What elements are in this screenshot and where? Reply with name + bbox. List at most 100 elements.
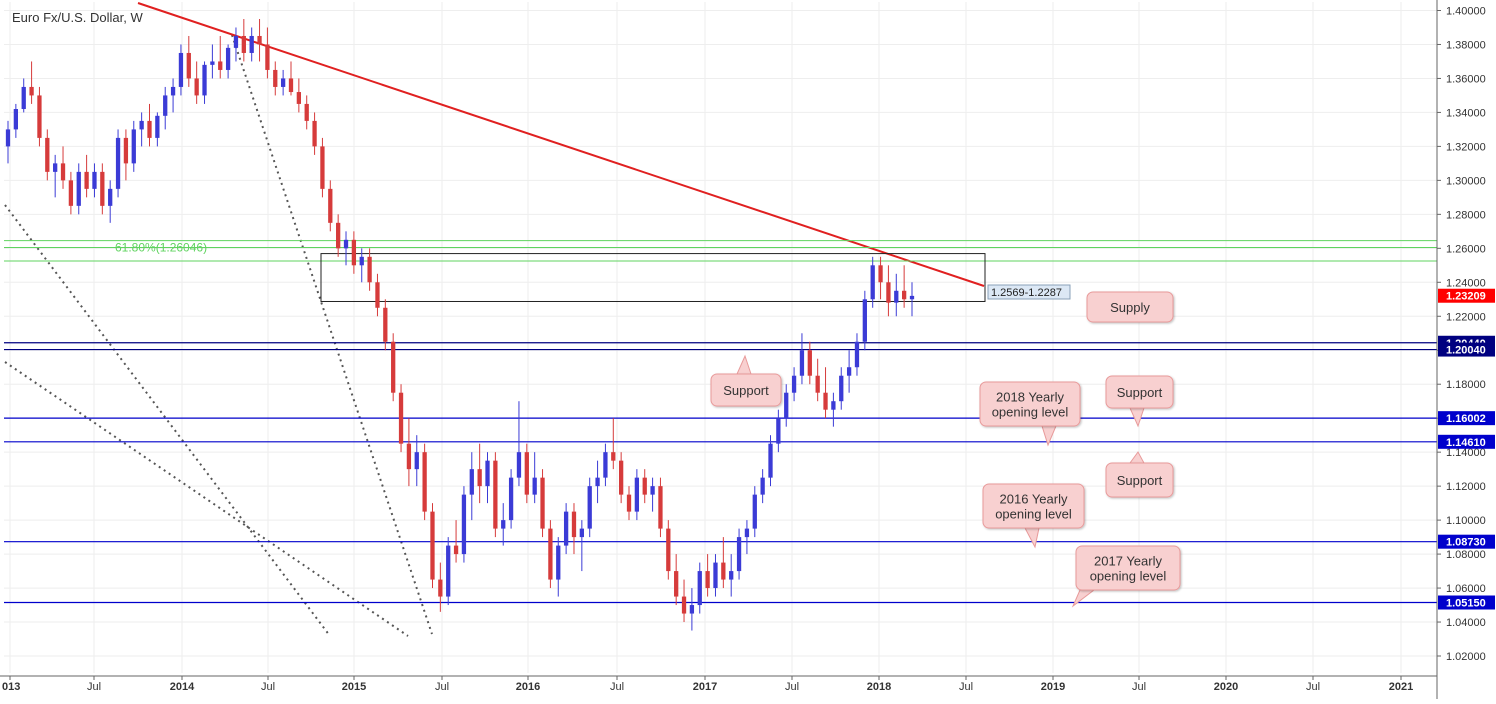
callout-bubble: 2016 Yearly opening level — [982, 483, 1085, 549]
candle-body — [343, 239, 349, 249]
candle-body — [68, 180, 74, 206]
candle-body — [280, 78, 286, 87]
candle-body — [100, 171, 105, 206]
candle-body — [784, 392, 789, 419]
time-axis-label: Jul — [610, 681, 624, 693]
price-axis-label: 1.32000 — [1446, 141, 1486, 153]
candle-body — [13, 109, 19, 130]
candle-body — [336, 222, 341, 249]
candle-body — [92, 171, 97, 189]
candle-body — [878, 265, 883, 283]
level-price-text: 1.08730 — [1446, 537, 1486, 549]
candle-body — [619, 460, 624, 495]
price-axis-label: 1.18000 — [1446, 379, 1486, 391]
callout-text-line: Support — [1117, 385, 1163, 400]
price-axis-label: 1.34000 — [1446, 107, 1486, 119]
callout-text: Supply — [1110, 300, 1150, 315]
time-axis-label: 2015 — [342, 681, 366, 693]
candle-body — [870, 265, 875, 300]
level-price-tag — [1438, 595, 1495, 610]
candle-body — [807, 350, 812, 376]
candle-body — [406, 443, 412, 470]
price-axis-label: 1.02000 — [1446, 651, 1486, 663]
candle-body — [186, 52, 191, 79]
candle-body — [854, 341, 860, 368]
candle-body — [84, 171, 89, 189]
candle-body — [681, 596, 687, 614]
candle-body — [304, 103, 309, 121]
time-axis-label: 2016 — [516, 681, 540, 693]
candle-body — [391, 341, 396, 393]
candle-body — [894, 290, 899, 303]
callout-bubble: Support — [1105, 451, 1174, 498]
supply-zone-box — [320, 253, 986, 302]
callout-text-line: opening level — [1090, 569, 1167, 584]
candle-body — [563, 511, 569, 546]
supply-zone-label: 1.2569-1.2287 — [991, 287, 1062, 299]
candle-body — [131, 129, 136, 164]
time-axis-label: 2019 — [1041, 681, 1065, 693]
candle-body — [603, 452, 608, 478]
candle-body — [21, 86, 26, 110]
candle-body — [595, 477, 600, 487]
candle-body — [296, 92, 301, 104]
level-price-tag — [1438, 434, 1495, 449]
candle-body — [147, 120, 152, 138]
candle-body — [45, 137, 50, 172]
callout-bubble: Support — [1105, 375, 1174, 428]
callout-text: 2016 Yearly opening level — [995, 492, 1072, 522]
candle-body — [123, 137, 129, 164]
candle-body — [375, 282, 380, 308]
candle-body — [705, 571, 710, 589]
candle-body — [461, 494, 467, 555]
candle-body — [257, 35, 262, 45]
candle-body — [571, 511, 577, 538]
candle-body — [210, 61, 215, 65]
candle-body — [556, 545, 561, 580]
callout-text-line: Supply — [1110, 300, 1150, 315]
candle-body — [477, 469, 482, 487]
callout-box — [1105, 375, 1174, 409]
callout-box — [1105, 462, 1174, 498]
candle-body — [233, 35, 239, 48]
candle-body — [752, 494, 757, 529]
candle-body — [524, 452, 529, 495]
candle-body — [367, 256, 372, 283]
callout-box — [710, 373, 782, 407]
callout-text-line: 2016 Yearly — [1000, 492, 1068, 507]
time-axis-label: 013 — [2, 681, 20, 693]
time-axis-label: 2018 — [867, 681, 891, 693]
supply-zone-label-box — [987, 284, 1071, 300]
candle-body — [901, 290, 907, 300]
callout-text: 2017 Yearly opening level — [1090, 554, 1167, 584]
candle-body — [5, 129, 11, 147]
candle-body — [218, 61, 223, 70]
red-trendline — [137, 2, 985, 287]
price-axis-label: 1.26000 — [1446, 243, 1486, 255]
candle-body — [485, 460, 490, 487]
candlestick-series — [5, 18, 915, 631]
price-axis-label: 1.28000 — [1446, 209, 1486, 221]
candle-body — [178, 52, 184, 87]
candle-body — [438, 579, 443, 597]
callout-box — [1075, 545, 1181, 591]
time-axis-label: Jul — [1306, 681, 1320, 693]
price-axis-label: 1.10000 — [1446, 515, 1486, 527]
candle-body — [139, 120, 144, 130]
supply-zone: 1.2569-1.2287 — [320, 253, 1071, 302]
horizontal-levels: 61.80%(1.26046) — [4, 240, 1437, 604]
candle-body — [446, 545, 451, 597]
time-axis-label: 2021 — [1389, 681, 1413, 693]
candle-body — [383, 307, 388, 342]
callout-text: 2018 Yearly opening level — [992, 390, 1069, 420]
callout-box — [982, 483, 1085, 529]
candle-body — [453, 545, 459, 555]
candle-body — [320, 146, 325, 189]
candle-body — [328, 188, 333, 223]
current-price-text: 1.23209 — [1446, 291, 1486, 303]
candle-body — [846, 367, 852, 376]
price-axis-label: 1.40000 — [1446, 5, 1486, 17]
candle-body — [909, 295, 915, 300]
level-price-tag — [1438, 411, 1495, 426]
callout-text-line: opening level — [992, 405, 1069, 420]
